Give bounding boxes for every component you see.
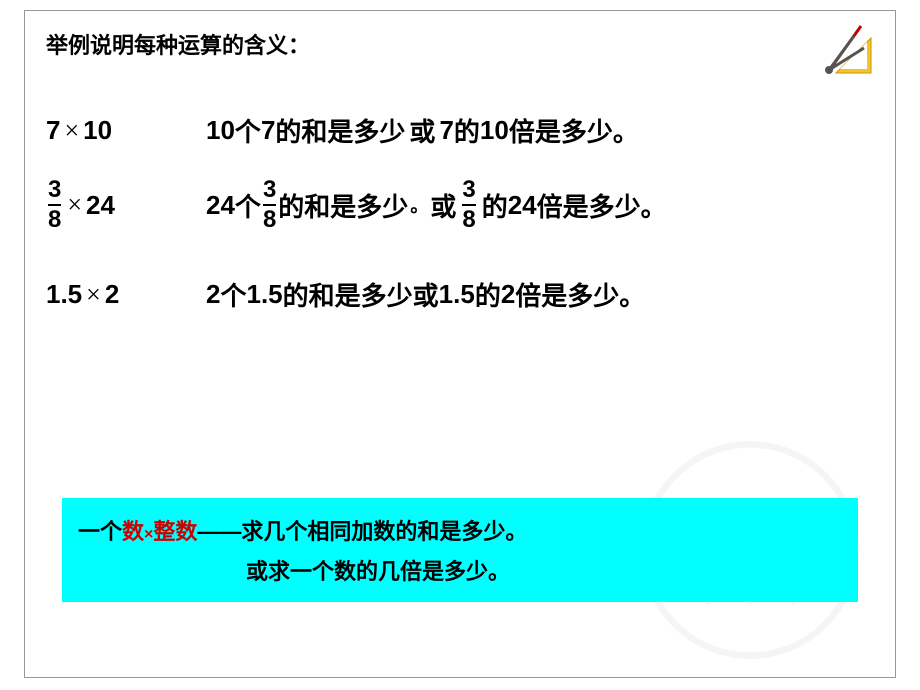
- text: 1.5: [439, 279, 475, 310]
- fraction: 3 8: [263, 178, 276, 232]
- text: 10: [480, 115, 509, 146]
- summary-box: 一个数×整数——求几个相同加数的和是多少。 或求一个数的几倍是多少。: [62, 498, 858, 602]
- text: ——求几个相同加数的和是多少。: [197, 519, 527, 544]
- operand: 24: [86, 190, 115, 221]
- text: 的和是多少: [275, 112, 405, 149]
- text: 2: [206, 279, 220, 310]
- example-row-3: 1.5 × 2 2 个 1.5 的和是多少或 1.5 的 2 倍是多少。: [46, 276, 645, 313]
- fraction: 3 8: [48, 178, 61, 232]
- text: 2: [501, 279, 515, 310]
- text: 1.5: [246, 279, 282, 310]
- text: 7: [439, 115, 453, 146]
- numerator: 3: [462, 178, 475, 204]
- numerator: 3: [48, 178, 61, 204]
- fraction: 3 8: [462, 178, 475, 232]
- operand: 7: [46, 115, 60, 146]
- times-symbol: ×: [64, 116, 79, 146]
- text-highlight: 数: [122, 519, 144, 544]
- denominator: 8: [263, 206, 276, 232]
- text: 的: [475, 276, 501, 313]
- text-highlight: 整数: [153, 519, 197, 544]
- example-row-2: 3 8 × 24 24 个 3 8 的和是多少 。 或 3 8 的 24 倍是多…: [46, 178, 667, 232]
- text: 的和是多少或: [283, 276, 439, 313]
- text: 24: [508, 190, 537, 221]
- text: 倍是多少。: [537, 187, 667, 224]
- summary-line-1: 一个数×整数——求几个相同加数的和是多少。: [78, 512, 842, 552]
- text: 7: [261, 115, 275, 146]
- denominator: 8: [48, 206, 61, 232]
- description-1: 10 个 7 的和是多少 或 7 的 10 倍是多少。: [206, 112, 639, 149]
- slide-title: 举例说明每种运算的含义：: [46, 28, 310, 60]
- description-2: 24 个 3 8 的和是多少 。 或 3 8 的 24 倍是多少。: [206, 178, 667, 232]
- text: 个: [235, 112, 261, 149]
- text: 个: [235, 187, 261, 224]
- math-tools-icon: [816, 18, 886, 88]
- description-3: 2 个 1.5 的和是多少或 1.5 的 2 倍是多少。: [206, 276, 645, 313]
- times-symbol: ×: [144, 526, 153, 543]
- text: 的和是多少: [278, 187, 408, 224]
- expression-2: 3 8 × 24: [46, 178, 206, 232]
- text: 倍是多少。: [515, 276, 645, 313]
- text: 或: [430, 187, 456, 224]
- numerator: 3: [263, 178, 276, 204]
- text: 24: [206, 190, 235, 221]
- denominator: 8: [462, 206, 475, 232]
- operand: 1.5: [46, 279, 82, 310]
- summary-line-2: 或求一个数的几倍是多少。: [246, 552, 842, 592]
- text: 一个: [78, 519, 122, 544]
- expression-1: 7 × 10: [46, 115, 206, 146]
- text: 10: [206, 115, 235, 146]
- text: 或: [409, 112, 435, 149]
- text: 的: [482, 187, 508, 224]
- text: 的: [454, 112, 480, 149]
- expression-3: 1.5 × 2: [46, 279, 206, 310]
- operand: 10: [83, 115, 112, 146]
- text: 个: [220, 276, 246, 313]
- times-symbol: ×: [67, 190, 82, 220]
- operand: 2: [105, 279, 119, 310]
- text: 倍是多少。: [509, 112, 639, 149]
- times-symbol: ×: [86, 280, 101, 310]
- example-row-1: 7 × 10 10 个 7 的和是多少 或 7 的 10 倍是多少。: [46, 112, 639, 149]
- text: 。: [410, 192, 428, 218]
